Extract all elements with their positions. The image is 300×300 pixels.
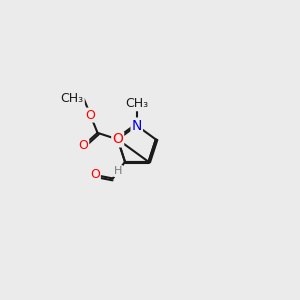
Text: CH₃: CH₃ (61, 92, 84, 105)
Text: O: O (90, 169, 100, 182)
Text: CH₃: CH₃ (125, 97, 148, 110)
Text: H: H (114, 166, 122, 176)
Text: O: O (112, 132, 123, 146)
Text: O: O (85, 109, 95, 122)
Text: O: O (78, 139, 88, 152)
Text: N: N (132, 118, 142, 133)
